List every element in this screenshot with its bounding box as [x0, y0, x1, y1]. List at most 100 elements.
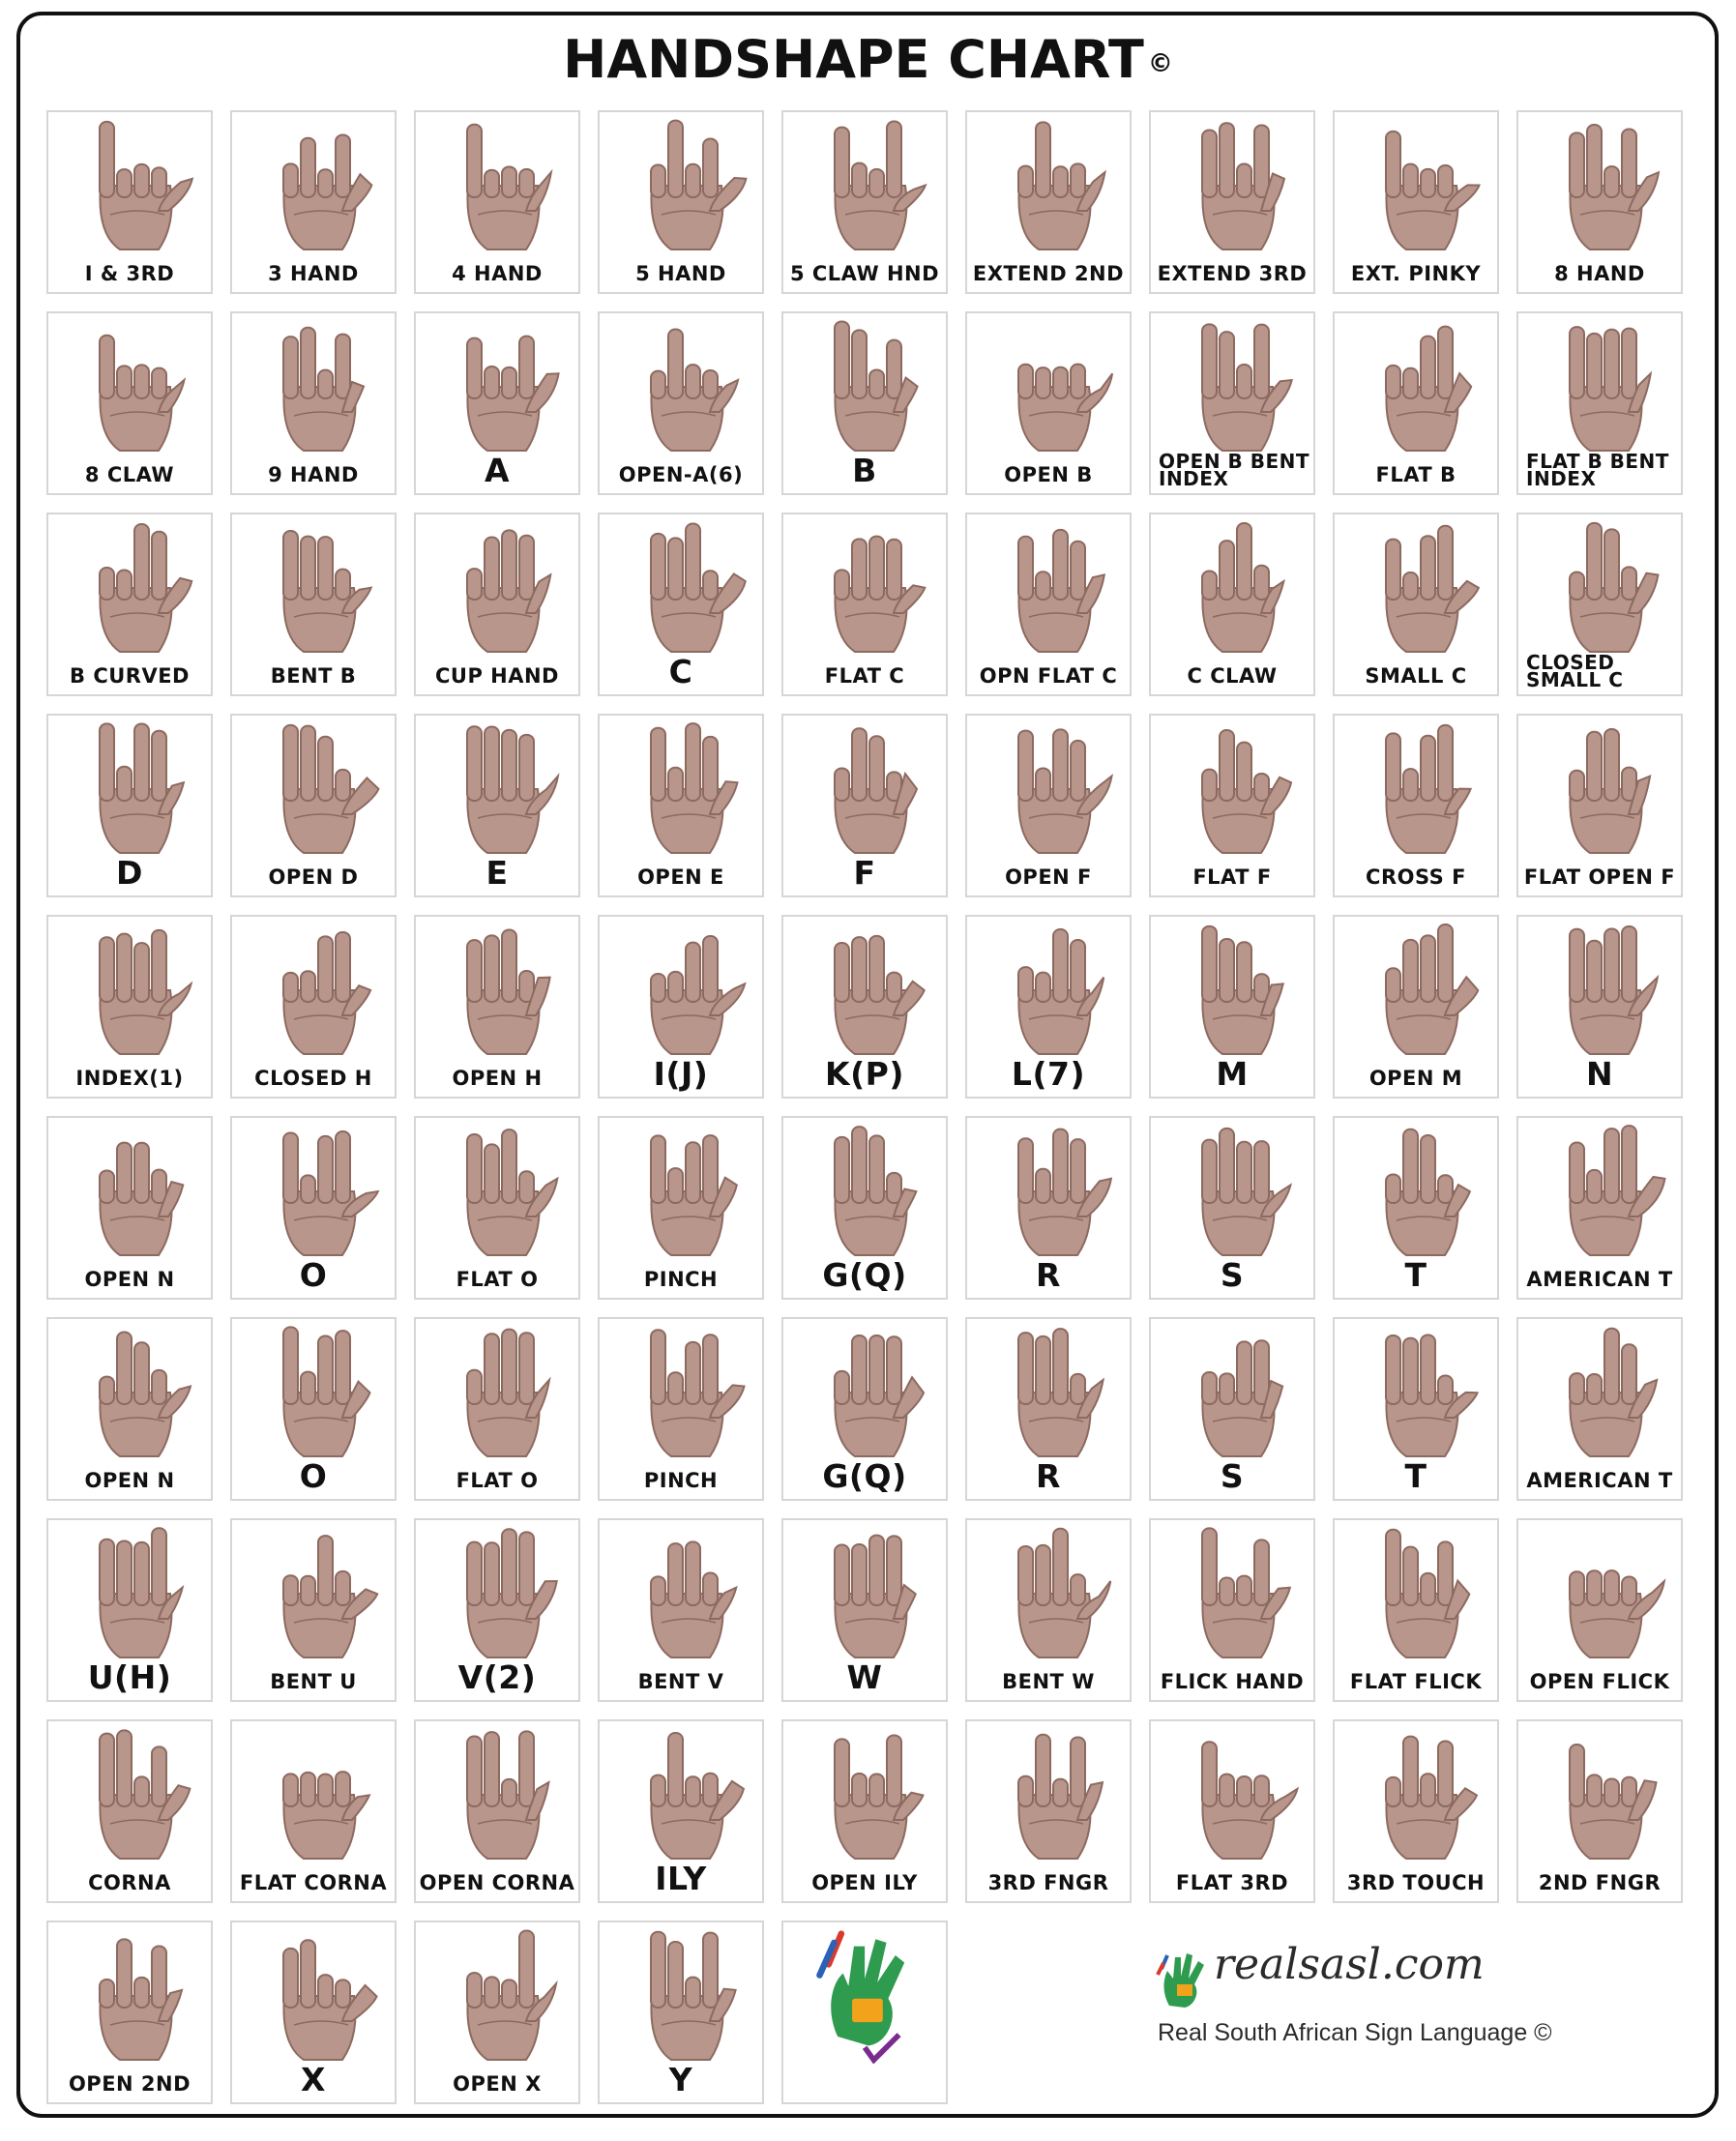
- handshape-tile-flick-hand: FLICK HAND: [1149, 1518, 1315, 1702]
- handshape-label: OPEN ILY: [811, 1871, 918, 1894]
- handshape-tile-5-claw-hnd: 5 CLAW HND: [781, 110, 948, 294]
- hand-icon: [650, 1329, 746, 1457]
- handshape-tile-ext-pinky: EXT. PINKY: [1333, 110, 1499, 294]
- hand-icon: [1201, 1339, 1284, 1457]
- handshape-label: CUP HAND: [434, 664, 559, 688]
- handshape-label: FLAT O: [456, 1469, 539, 1492]
- hand-icon: [834, 120, 927, 250]
- hand-icon: [99, 120, 194, 250]
- handshape-tile-t: T: [1333, 1317, 1499, 1501]
- handshape-label: AMERICAN T: [1526, 1268, 1673, 1291]
- handshape-tile-open-ily: OPEN ILY: [781, 1719, 948, 1903]
- hand-icon: [834, 535, 927, 653]
- handshape-label: 3 HAND: [268, 262, 359, 285]
- handshape-label: OPEN FLICK: [1529, 1670, 1670, 1693]
- handshape-label: 8 HAND: [1554, 262, 1645, 285]
- handshape-tile-open-x: OPEN X: [414, 1921, 580, 2104]
- handshape-tile-c-claw: C CLAW: [1149, 513, 1315, 696]
- hand-icon: [466, 335, 560, 452]
- handshape-tile-g-q: G(Q): [781, 1317, 948, 1501]
- handshape-tile-flat-c: FLAT C: [781, 513, 948, 696]
- hand-icon: [1385, 723, 1473, 854]
- hand-icon: [282, 1326, 371, 1457]
- hand-icon: [99, 928, 193, 1055]
- hand-icon: [1385, 1735, 1479, 1860]
- hand-icon: [1201, 1127, 1292, 1256]
- hand-icon: [1569, 1744, 1658, 1860]
- hand-icon: [1017, 363, 1114, 452]
- handshape-label: 3RD TOUCH: [1346, 1871, 1486, 1894]
- handshape-tile-flat-o: FLAT O: [414, 1116, 580, 1300]
- hand-icon: [1569, 727, 1652, 854]
- handshape-tile-american-t: AMERICAN T: [1516, 1317, 1683, 1501]
- hand-icon: [282, 723, 380, 854]
- hand-icon: [99, 1527, 185, 1658]
- hand-icon: [650, 522, 747, 653]
- hand-icon: [466, 1528, 558, 1658]
- handshape-tile-open-m: OPEN M: [1333, 915, 1499, 1099]
- hand-icon: [1017, 1733, 1104, 1860]
- handshape-tile-logo: [781, 1921, 948, 2104]
- handshape-label: SMALL C: [1365, 664, 1467, 688]
- handshape-tile-open-n: OPEN N: [46, 1116, 213, 1300]
- handshape-tile-flat-b-bent-index: FLAT B BENT INDEX: [1516, 311, 1683, 495]
- hand-icon: [466, 1929, 558, 2061]
- handshape-tile-t: T: [1333, 1116, 1499, 1300]
- handshape-label: R: [1036, 1457, 1061, 1495]
- handshape-tile-flat-b: FLAT B: [1333, 311, 1499, 495]
- realsasl-logo-icon: [816, 1930, 905, 2064]
- handshape-tile-open-b-bent-index: OPEN B BENT INDEX: [1149, 311, 1315, 495]
- hand-icon: [1385, 924, 1480, 1055]
- hand-icon: [650, 722, 739, 854]
- handshape-label: OPEN 2ND: [68, 2072, 191, 2096]
- handshape-label: X: [301, 2061, 326, 2098]
- handshape-label: BENT B: [270, 664, 357, 688]
- handshape-tile-w: W: [781, 1518, 948, 1702]
- hand-icon: [1017, 1128, 1113, 1256]
- handshape-label: PINCH: [643, 1268, 719, 1291]
- handshape-label: 5 HAND: [635, 262, 726, 285]
- handshape-tile-extend-3rd: EXTEND 3RD: [1149, 110, 1315, 294]
- hand-icon: [650, 1134, 738, 1256]
- handshape-label: G(Q): [822, 1457, 907, 1495]
- handshape-label: ILY: [655, 1860, 707, 1897]
- handshape-label: M: [1216, 1055, 1249, 1093]
- hand-icon: [1385, 1128, 1472, 1256]
- brand-name[interactable]: realsasl.com: [1214, 1940, 1485, 1989]
- title-text: HANDSHAPE CHART: [563, 29, 1144, 90]
- handshape-label: OPEN M: [1368, 1067, 1463, 1090]
- handshape-tile-a: A: [414, 311, 580, 495]
- handshape-label: A: [484, 452, 511, 489]
- handshape-tile-e: E: [414, 714, 580, 897]
- handshape-tile-bent-v: BENT V: [598, 1518, 764, 1702]
- hand-icon: [282, 1130, 380, 1256]
- hand-icon: [1201, 1741, 1300, 1860]
- handshape-tile-small-c: SMALL C: [1333, 513, 1499, 696]
- handshape-tile-flat-flick: FLAT FLICK: [1333, 1518, 1499, 1702]
- brand-tagline: Real South African Sign Language ©: [1158, 2019, 1552, 2046]
- handshape-label: L(7): [1011, 1055, 1086, 1093]
- hand-icon: [99, 722, 186, 854]
- hand-icon: [834, 934, 926, 1055]
- handshape-label: B: [852, 452, 877, 489]
- hand-icon: [650, 934, 747, 1055]
- handshape-label: FLAT O: [456, 1268, 539, 1291]
- handshape-tile-extend-2nd: EXTEND 2ND: [965, 110, 1132, 294]
- handshape-label: FLAT 3RD: [1175, 1871, 1289, 1894]
- handshape-tile-o: O: [230, 1317, 397, 1501]
- handshape-tile-i-j: I(J): [598, 915, 764, 1099]
- handshape-tile-cup-hand: CUP HAND: [414, 513, 580, 696]
- handshape-tile-cross-f: CROSS F: [1333, 714, 1499, 897]
- handshape-label: FLAT OPEN F: [1523, 865, 1676, 889]
- page-title: HANDSHAPE CHART ©: [0, 29, 1736, 90]
- hand-icon: [834, 1734, 925, 1860]
- handshape-tile-x: X: [230, 1921, 397, 2104]
- handshape-tile-index-1: INDEX(1): [46, 915, 213, 1099]
- handshape-tile-open-n: OPEN N: [46, 1317, 213, 1501]
- handshape-label: D: [116, 854, 143, 892]
- handshape-label: BENT W: [1002, 1670, 1095, 1693]
- handshape-label: EXT. PINKY: [1350, 262, 1482, 285]
- hand-icon: [1201, 122, 1286, 250]
- handshape-tile-pinch: PINCH: [598, 1317, 764, 1501]
- handshape-label: OPN FLAT C: [979, 664, 1118, 688]
